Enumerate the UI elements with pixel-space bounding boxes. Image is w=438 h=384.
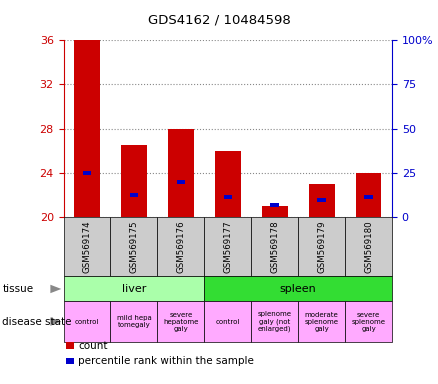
Bar <box>177 180 185 184</box>
Text: spleen: spleen <box>280 284 317 294</box>
Bar <box>121 145 147 217</box>
Text: GSM569177: GSM569177 <box>223 220 232 273</box>
Text: percentile rank within the sample: percentile rank within the sample <box>78 356 254 366</box>
Bar <box>270 203 279 207</box>
Bar <box>215 151 240 217</box>
Bar <box>83 171 91 175</box>
Text: count: count <box>78 341 107 351</box>
Bar <box>74 40 100 217</box>
Bar <box>318 198 326 202</box>
Text: GSM569179: GSM569179 <box>317 220 326 273</box>
Text: severe
splenome
galy: severe splenome galy <box>352 311 385 332</box>
Text: GDS4162 / 10484598: GDS4162 / 10484598 <box>148 13 290 26</box>
Bar <box>130 193 138 197</box>
Bar <box>364 195 373 199</box>
Text: tissue: tissue <box>2 284 33 294</box>
Bar <box>356 173 381 217</box>
Text: splenome
galy (not
enlarged): splenome galy (not enlarged) <box>258 311 292 332</box>
Text: moderate
splenome
galy: moderate splenome galy <box>304 311 339 332</box>
Text: liver: liver <box>122 284 146 294</box>
Bar <box>262 206 288 217</box>
Text: control: control <box>215 319 240 324</box>
Text: control: control <box>75 319 99 324</box>
Text: GSM569175: GSM569175 <box>129 220 138 273</box>
Bar <box>309 184 335 217</box>
Text: mild hepa
tomegaly: mild hepa tomegaly <box>117 315 151 328</box>
Text: GSM569178: GSM569178 <box>270 220 279 273</box>
Bar <box>223 195 232 199</box>
Text: GSM569174: GSM569174 <box>82 220 92 273</box>
Text: disease state: disease state <box>2 316 72 327</box>
Text: GSM569176: GSM569176 <box>177 220 185 273</box>
Text: GSM569180: GSM569180 <box>364 220 373 273</box>
Text: severe
hepatome
galy: severe hepatome galy <box>163 311 198 332</box>
Bar <box>168 129 194 217</box>
